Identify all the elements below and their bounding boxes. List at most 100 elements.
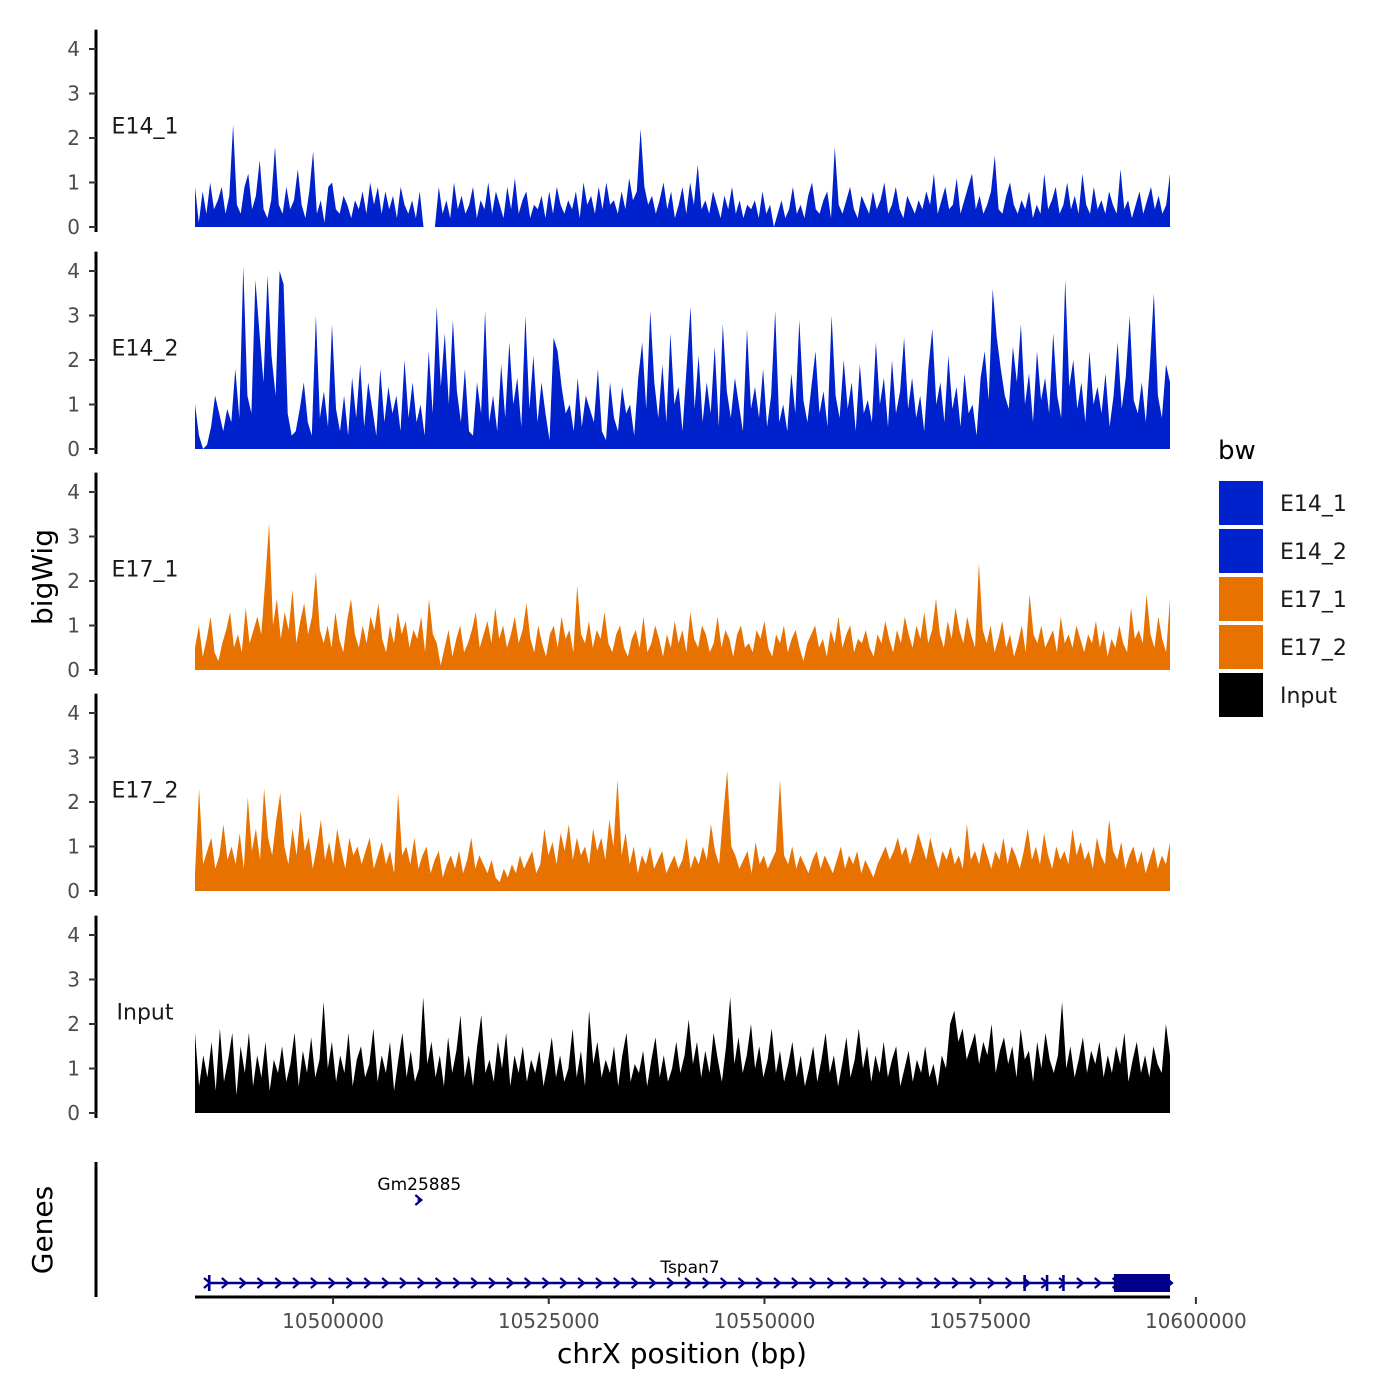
strand-chevron: [470, 1277, 479, 1289]
strand-chevron: [577, 1277, 586, 1289]
strand-chevron: [345, 1277, 355, 1289]
coverage-area-E14_2: [195, 266, 1170, 449]
strand-chevron: [648, 1277, 658, 1289]
strand-chevron: [915, 1277, 925, 1289]
strand-chevron: [595, 1277, 604, 1289]
y-tick-label: 2: [67, 790, 80, 814]
strand-chevron: [414, 1194, 424, 1206]
y-tick-label: 1: [67, 171, 80, 195]
y-tick-label: 2: [67, 348, 80, 372]
legend-swatch: [1219, 577, 1263, 621]
exon-block: [207, 1275, 211, 1291]
y-tick-label: 0: [67, 658, 80, 682]
exon-block: [1062, 1275, 1065, 1291]
x-axis-ticks: 10500000 10525000 10550000 10575000 10600000: [282, 1297, 1247, 1333]
strand-chevron: [1004, 1277, 1014, 1289]
strand-chevron: [1058, 1277, 1067, 1289]
exon-block: [1045, 1275, 1049, 1291]
strand-chevron: [684, 1277, 693, 1289]
strand-chevron: [791, 1277, 800, 1289]
y-tick-label: 2: [67, 1012, 80, 1036]
legend-entry: E14_2: [1219, 529, 1347, 573]
track-label: E14_1: [112, 115, 179, 140]
strand-chevron: [381, 1277, 390, 1289]
strand-chevron: [506, 1277, 515, 1289]
y-tick-label: 1: [67, 1057, 80, 1081]
strand-chevron: [969, 1277, 978, 1289]
y-tick-label: 4: [67, 923, 80, 947]
strand-chevron: [452, 1277, 462, 1289]
legend-swatch: [1219, 529, 1263, 573]
y-tick-label: 1: [67, 393, 80, 417]
track-label: E14_2: [112, 337, 179, 362]
x-tick-label: 10575000: [929, 1309, 1031, 1333]
gene-Gm25885: Gm25885: [377, 1175, 461, 1206]
track-label: E17_1: [112, 558, 179, 583]
x-axis-title: chrX position (bp): [557, 1337, 807, 1370]
coverage-area-E17_2: [195, 770, 1170, 891]
strand-chevron: [808, 1277, 818, 1289]
legend-entry: E17_2: [1219, 625, 1347, 669]
y-tick-label: 3: [67, 525, 80, 549]
gene-name-label: Tspan7: [659, 1258, 719, 1278]
gene-models: Gm25885 Tspan7: [203, 1175, 1174, 1292]
strand-chevron: [238, 1277, 248, 1289]
strand-chevron: [399, 1277, 408, 1289]
exon-block: [1113, 1274, 1170, 1292]
strand-chevron: [933, 1277, 943, 1289]
strand-chevron: [310, 1277, 319, 1289]
track-label: Input: [117, 1001, 174, 1026]
y-tick-label: 0: [67, 879, 80, 903]
y-tick-label: 4: [67, 259, 80, 283]
track-Input: 0 1 2 3 4 Input: [67, 915, 1170, 1125]
track-E14_1: 0 1 2 3 4 E14_1: [67, 29, 1170, 239]
legend-label: E14_1: [1280, 492, 1347, 517]
exon-block: [1023, 1275, 1026, 1291]
y-tick-label: 0: [67, 437, 80, 461]
strand-chevron: [898, 1277, 907, 1289]
y-tick-label: 3: [67, 968, 80, 992]
coverage-area-Input: [195, 997, 1170, 1113]
y-tick-label: 3: [67, 304, 80, 328]
y-tick-label: 4: [67, 37, 80, 61]
tracks-group: 0 1 2 3 4 E14_1 0 1 2 3 4 E14_2 0 1 2 3 4 E17_1 0 1 2 3 4 E17_2…: [67, 29, 1170, 1125]
strand-chevron: [327, 1277, 337, 1289]
genes-panel: 10500000 10525000 10550000 10575000 10600000…: [94, 1162, 1247, 1333]
track-label: E17_2: [112, 779, 179, 804]
legend-label: Input: [1280, 684, 1337, 709]
strand-chevron: [434, 1277, 444, 1289]
legend-entry: Input: [1219, 673, 1337, 717]
strand-chevron: [987, 1277, 996, 1289]
strand-chevron: [1094, 1277, 1103, 1289]
strand-chevron: [844, 1277, 854, 1289]
track-E17_1: 0 1 2 3 4 E17_1: [67, 472, 1170, 682]
y-tick-label: 2: [67, 569, 80, 593]
y-axis-title: bigWig: [26, 529, 59, 625]
strand-chevron: [737, 1277, 747, 1289]
legend-label: E14_2: [1280, 540, 1347, 565]
x-tick-label: 10500000: [282, 1309, 384, 1333]
strand-chevron: [826, 1277, 836, 1289]
gene-Tspan7: Tspan7: [203, 1258, 1174, 1292]
strand-chevron: [363, 1277, 373, 1289]
strand-chevron: [702, 1277, 711, 1289]
strand-chevron: [719, 1277, 729, 1289]
legend-entry: E17_1: [1219, 577, 1347, 621]
y-tick-label: 2: [67, 126, 80, 150]
genes-axis-title: Genes: [26, 1186, 59, 1274]
strand-chevron: [1076, 1277, 1085, 1289]
strand-chevron: [523, 1277, 533, 1289]
legend-label: E17_2: [1280, 636, 1347, 661]
strand-chevron: [292, 1277, 301, 1289]
strand-chevron: [951, 1277, 960, 1289]
y-tick-label: 4: [67, 480, 80, 504]
y-tick-label: 3: [67, 746, 80, 770]
y-tick-label: 0: [67, 1101, 80, 1125]
track-E17_2: 0 1 2 3 4 E17_2: [67, 693, 1170, 903]
legend-items: E14_1 E14_2 E17_1 E17_2 Input: [1219, 481, 1347, 717]
strand-chevron: [862, 1277, 871, 1289]
strand-chevron: [630, 1277, 640, 1289]
y-tick-label: 0: [67, 215, 80, 239]
strand-chevron: [773, 1277, 782, 1289]
strand-chevron: [755, 1277, 764, 1289]
